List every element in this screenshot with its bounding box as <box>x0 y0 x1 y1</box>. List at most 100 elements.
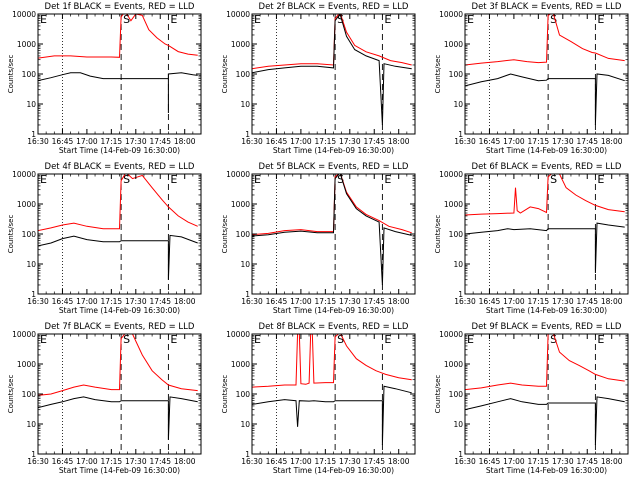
marker-label: E <box>467 333 474 346</box>
series-group <box>38 174 198 280</box>
series-group <box>465 174 625 274</box>
x-tick-label: 17:45 <box>576 297 598 306</box>
y-tick-label: 1000 <box>444 40 463 49</box>
x-tick-label: 17:45 <box>363 457 385 466</box>
x-tick-label: 17:15 <box>315 297 337 306</box>
x-tick-label: 17:15 <box>101 137 123 146</box>
events-series-line <box>38 234 198 280</box>
y-tick-label: 1000 <box>444 200 463 209</box>
x-tick-label: 16:45 <box>266 137 288 146</box>
series-group <box>252 174 412 286</box>
y-tick-label: 1000 <box>231 40 250 49</box>
x-tick-label: 16:45 <box>479 297 501 306</box>
marker-label: S <box>550 333 557 346</box>
lld-series-line <box>252 174 412 236</box>
y-tick-label: 100 <box>22 70 37 79</box>
panel-title: Det 5f BLACK = Events, RED = LLD <box>259 162 409 172</box>
lld-series-line <box>252 334 412 388</box>
y-tick-label: 1 <box>31 450 36 459</box>
events-series-line <box>38 396 198 440</box>
y-axis-label: Counts/sec <box>434 55 442 94</box>
series-group <box>252 334 412 446</box>
y-tick-label: 10 <box>453 260 463 269</box>
x-tick-label: 17:15 <box>101 297 123 306</box>
events-series-line <box>252 14 412 126</box>
panel-title: Det 6f BLACK = Events, RED = LLD <box>472 162 622 172</box>
x-tick-label: 17:30 <box>552 137 574 146</box>
marker-label: E <box>170 333 177 346</box>
x-tick-label: 17:30 <box>339 457 361 466</box>
marker-label: E <box>254 333 261 346</box>
x-tick-label: 17:30 <box>339 137 361 146</box>
x-tick-label: 17:00 <box>76 297 98 306</box>
y-tick-label: 1 <box>458 290 463 299</box>
marker-label: S <box>550 173 557 186</box>
x-tick-label: 16:45 <box>52 297 74 306</box>
x-tick-label: 17:45 <box>363 137 385 146</box>
x-tick-label: 17:30 <box>552 457 574 466</box>
x-tick-label: 16:45 <box>479 137 501 146</box>
panel-title: Det 8f BLACK = Events, RED = LLD <box>259 322 409 332</box>
y-tick-label: 10000 <box>12 330 36 339</box>
marker-label: E <box>254 13 261 26</box>
events-series-line <box>465 396 625 446</box>
marker-label: S <box>123 333 130 346</box>
x-tick-label: 18:00 <box>601 297 623 306</box>
lld-series-line <box>465 174 625 216</box>
x-tick-label: 16:45 <box>266 457 288 466</box>
y-axis-label: Counts/sec <box>434 375 442 414</box>
lld-series-line <box>38 174 198 232</box>
lld-series-line <box>38 14 198 59</box>
x-tick-label: 17:00 <box>76 137 98 146</box>
marker-label: E <box>597 173 604 186</box>
series-group <box>252 14 412 126</box>
x-tick-label: 17:45 <box>149 137 171 146</box>
panel-title: Det 3f BLACK = Events, RED = LLD <box>472 2 622 12</box>
x-tick-label: 16:30 <box>454 137 476 146</box>
y-tick-label: 10 <box>26 100 36 109</box>
x-tick-label: 16:45 <box>266 297 288 306</box>
x-tick-label: 17:30 <box>125 297 147 306</box>
y-tick-label: 10 <box>240 100 250 109</box>
marker-label: E <box>170 173 177 186</box>
marker-label: S <box>337 333 344 346</box>
y-tick-label: 100 <box>22 230 37 239</box>
y-axis-label: Counts/sec <box>7 215 15 254</box>
y-tick-label: 10000 <box>226 330 250 339</box>
y-tick-label: 1 <box>458 130 463 139</box>
x-tick-label: 17:00 <box>503 297 525 306</box>
marker-label: E <box>384 13 391 26</box>
x-tick-label: 18:00 <box>174 137 196 146</box>
x-tick-label: 17:00 <box>503 457 525 466</box>
x-tick-label: 18:00 <box>388 457 410 466</box>
y-tick-label: 1000 <box>17 40 36 49</box>
marker-label: E <box>254 173 261 186</box>
y-tick-label: 1000 <box>231 360 250 369</box>
x-tick-label: 18:00 <box>601 137 623 146</box>
x-tick-label: 18:00 <box>388 137 410 146</box>
x-tick-label: 17:45 <box>149 297 171 306</box>
x-tick-label: 17:45 <box>576 137 598 146</box>
y-tick-label: 10000 <box>12 10 36 19</box>
y-tick-label: 1 <box>31 130 36 139</box>
panel-title: Det 1f BLACK = Events, RED = LLD <box>45 2 195 12</box>
x-axis-label: Start Time (14-Feb-09 16:30:00) <box>59 466 180 475</box>
x-tick-label: 17:45 <box>149 457 171 466</box>
x-tick-label: 16:30 <box>454 297 476 306</box>
x-tick-label: 18:00 <box>601 457 623 466</box>
x-axis-label: Start Time (14-Feb-09 16:30:00) <box>273 146 394 155</box>
y-tick-label: 100 <box>449 230 464 239</box>
x-tick-label: 16:30 <box>241 457 263 466</box>
series-group <box>38 14 198 113</box>
x-axis-label: Start Time (14-Feb-09 16:30:00) <box>486 146 607 155</box>
x-axis-label: Start Time (14-Feb-09 16:30:00) <box>59 146 180 155</box>
x-tick-label: 17:45 <box>576 457 598 466</box>
y-tick-label: 10000 <box>439 330 463 339</box>
marker-label: E <box>384 173 391 186</box>
